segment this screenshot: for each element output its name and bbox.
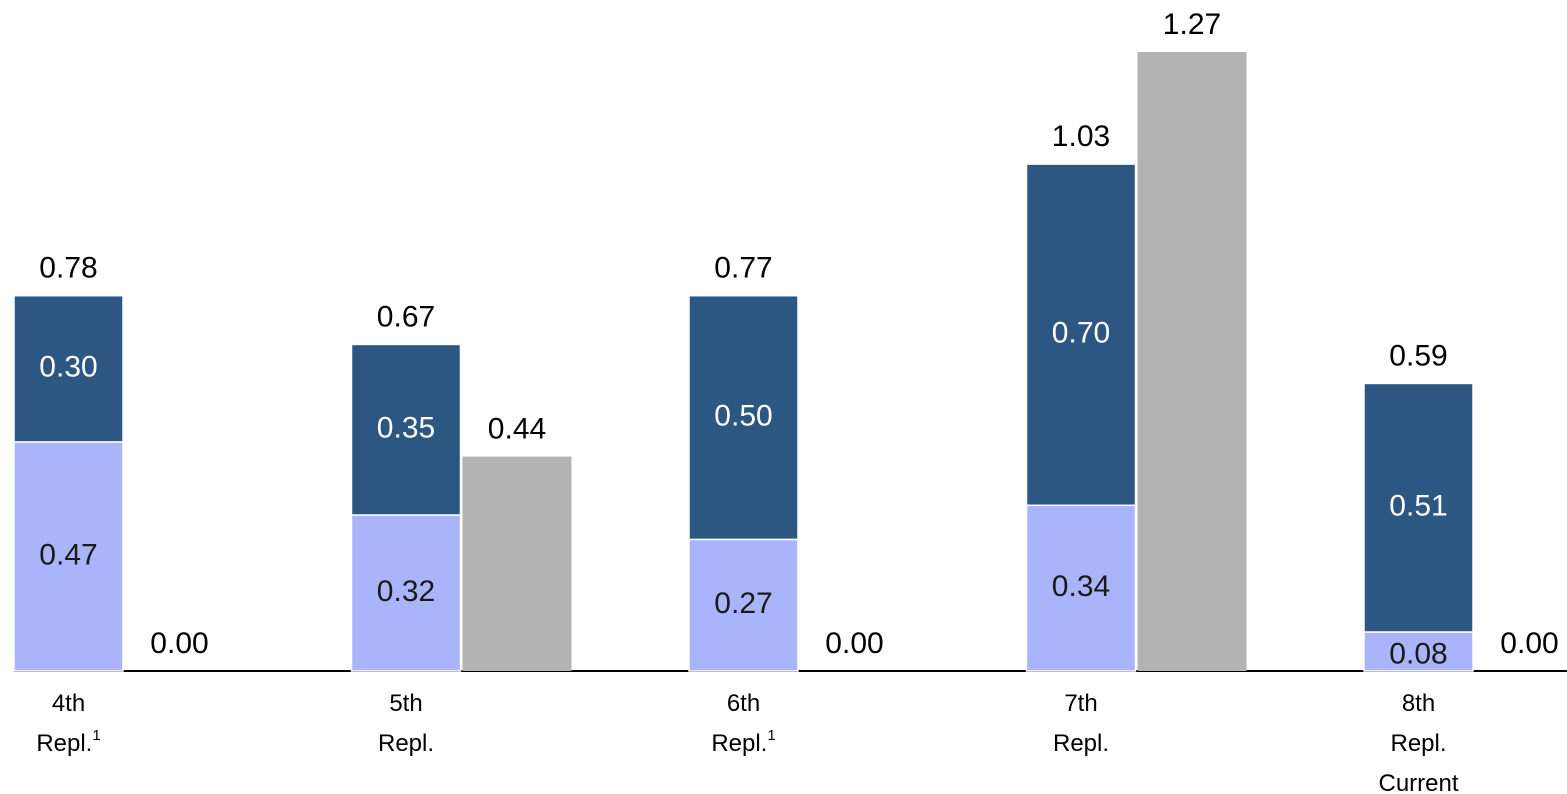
- x-tick-label: 5th: [389, 690, 422, 717]
- segment-label: 0.32: [377, 575, 435, 608]
- total-label: 0.78: [39, 252, 97, 285]
- comparison-label: 0.00: [150, 627, 208, 660]
- x-tick-label-text: Repl.: [378, 730, 434, 757]
- segment-label: 0.70: [1052, 317, 1110, 350]
- x-tick-label: 4th: [52, 690, 85, 717]
- x-tick-label: Repl.: [1390, 730, 1446, 757]
- segment-label: 0.51: [1389, 490, 1447, 523]
- bar-segment: [1363, 382, 1474, 633]
- x-tick-label-text: Repl.: [36, 730, 92, 757]
- segment-label: 0.47: [39, 538, 97, 571]
- x-tick-label: Repl.: [378, 730, 434, 757]
- x-tick-label: 6th: [727, 690, 760, 717]
- x-tick-label: 7th: [1064, 690, 1097, 717]
- x-tick-label-text: 7th: [1064, 690, 1097, 717]
- x-tick-label-text: 8th: [1402, 690, 1435, 717]
- bar-segment: [688, 294, 799, 541]
- bar-segment: [350, 343, 462, 516]
- comparison-bar: [1137, 51, 1247, 671]
- footnote-marker: 1: [767, 727, 775, 744]
- x-tick-label: Repl.1: [36, 727, 100, 757]
- bar-segment: [1363, 631, 1474, 672]
- segment-label: 0.34: [1052, 570, 1110, 603]
- x-tick-label-text: 4th: [52, 690, 85, 717]
- x-tick-label-text: Repl.: [1053, 730, 1109, 757]
- footnote-marker: 1: [92, 727, 100, 744]
- segment-label: 0.30: [39, 351, 97, 384]
- comparison-label: 0.00: [1500, 627, 1558, 660]
- bar-segment: [13, 441, 124, 672]
- segment-label: 0.35: [377, 412, 435, 445]
- x-tick-label-text: 5th: [389, 690, 422, 717]
- total-label: 0.59: [1389, 339, 1447, 372]
- x-tick-label-text: Repl.: [711, 730, 767, 757]
- bar-segment: [688, 538, 799, 672]
- comparison-bar: [462, 456, 572, 671]
- comparison-label: 0.00: [825, 627, 883, 660]
- bar-segment: [1025, 504, 1137, 672]
- segment-label: 0.27: [714, 587, 772, 620]
- x-tick-label-text: Repl.: [1390, 730, 1446, 757]
- x-tick-label: Repl.: [1053, 730, 1109, 757]
- bar-segment: [1025, 163, 1137, 507]
- x-tick-label-text: Current: [1378, 770, 1458, 794]
- comparison-label: 1.27: [1163, 8, 1221, 41]
- x-tick-label-text: 6th: [727, 690, 760, 717]
- comparison-label: 0.44: [488, 412, 546, 445]
- total-label: 0.77: [714, 252, 772, 285]
- x-tick-label: 8th: [1402, 690, 1435, 717]
- segment-label: 0.50: [714, 399, 772, 432]
- total-label: 0.67: [377, 300, 435, 333]
- x-tick-label: Current: [1378, 770, 1458, 794]
- x-tick-label: Repl.1: [711, 727, 775, 757]
- segment-label: 0.08: [1389, 637, 1447, 670]
- bar-segment: [13, 294, 124, 443]
- total-label: 1.03: [1052, 120, 1110, 153]
